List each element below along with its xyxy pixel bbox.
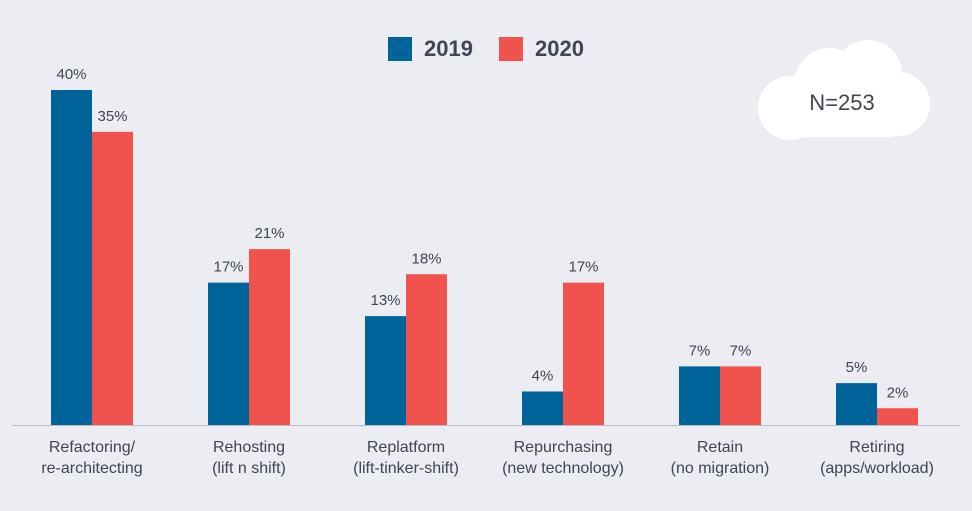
legend-label-2019: 2019	[424, 36, 473, 61]
category-label-1-line-0: Rehosting	[213, 439, 285, 456]
cloud-icon	[758, 40, 930, 140]
data-label-2020-5: 2%	[887, 384, 909, 401]
bar-2019-4	[679, 366, 720, 425]
bar-2020-1	[249, 249, 290, 425]
category-label-3-line-0: Repurchasing	[514, 439, 613, 456]
legend-swatch-2019	[388, 37, 413, 61]
category-label-4-line-1: (no migration)	[671, 460, 770, 477]
legend: 2019 2020	[0, 36, 972, 62]
category-label-2-line-1: (lift-tinker-shift)	[353, 460, 459, 477]
bar-2020-3	[563, 282, 604, 425]
bar-2019-0	[51, 90, 92, 425]
bar-2019-1	[208, 282, 249, 425]
data-label-2019-3: 4%	[532, 368, 554, 385]
data-label-2019-4: 7%	[689, 342, 711, 359]
data-label-2019-0: 40%	[56, 66, 86, 83]
legend-item-2020: 2020	[499, 36, 584, 62]
category-label-3-line-1: (new technology)	[502, 460, 624, 477]
legend-item-2019: 2019	[388, 36, 473, 62]
x-axis-labels: Refactoring/re-architecting Rehosting (lif…	[41, 439, 934, 477]
bar-2019-2	[365, 316, 406, 425]
bars-layer: 40% 35% 17% 21% 13% 18% 4% 17% 7% 7% 5% 2%	[51, 66, 918, 425]
category-label-5-line-0: Retiring	[849, 439, 904, 456]
bar-2020-0	[92, 131, 133, 425]
sample-size-badge: N=253	[752, 40, 932, 140]
data-label-2019-2: 13%	[370, 292, 400, 309]
bar-2019-3	[522, 391, 563, 425]
bar-2020-2	[406, 274, 447, 425]
legend-label-2020: 2020	[535, 36, 584, 61]
category-label-5-line-1: (apps/workload)	[820, 460, 934, 477]
data-label-2020-4: 7%	[730, 342, 752, 359]
legend-swatch-2020	[499, 37, 523, 61]
bar-2020-4	[720, 366, 761, 425]
category-label-2-line-0: Replatform	[367, 439, 445, 456]
data-label-2020-0: 35%	[97, 108, 127, 125]
sample-size-label: N=253	[809, 90, 875, 115]
data-label-2019-5: 5%	[846, 359, 868, 376]
category-label-0-line-0: Refactoring/	[49, 439, 136, 456]
bar-2019-5	[836, 383, 877, 425]
data-label-2020-1: 21%	[254, 225, 284, 242]
data-label-2019-1: 17%	[213, 259, 243, 276]
data-label-2020-2: 18%	[411, 250, 441, 267]
category-label-1-line-1: (lift n shift)	[212, 460, 286, 477]
bar-2020-5	[877, 408, 918, 425]
category-label-4-line-0: Retain	[697, 439, 743, 456]
category-label-0-line-1: re-architecting	[41, 460, 142, 477]
data-label-2020-3: 17%	[568, 259, 598, 276]
